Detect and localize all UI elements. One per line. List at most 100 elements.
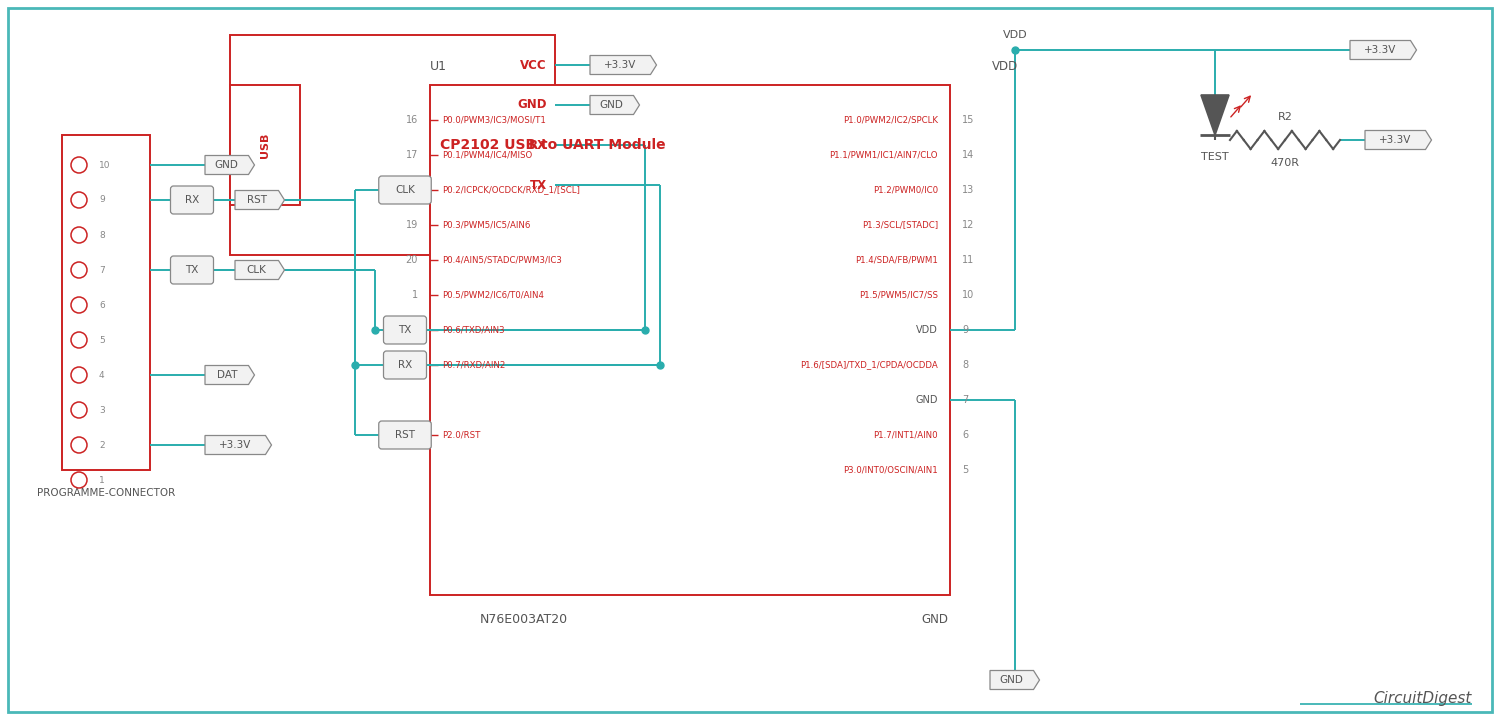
Text: 1: 1: [99, 475, 105, 485]
Text: P0.6/TXD/AIN3: P0.6/TXD/AIN3: [442, 325, 504, 335]
Text: 7: 7: [99, 266, 105, 274]
Text: CircuitDigest: CircuitDigest: [1374, 690, 1472, 706]
Text: 3: 3: [413, 360, 419, 370]
Text: TX: TX: [399, 325, 411, 335]
Text: 10: 10: [99, 161, 111, 169]
Text: 9: 9: [99, 196, 105, 204]
Text: +3.3V: +3.3V: [219, 440, 252, 450]
Text: TEST: TEST: [1202, 152, 1228, 162]
Text: P1.4/SDA/FB/PWM1: P1.4/SDA/FB/PWM1: [855, 256, 938, 264]
Text: 12: 12: [962, 220, 975, 230]
Text: VDD: VDD: [992, 60, 1018, 73]
Text: RST: RST: [394, 430, 416, 440]
Text: P0.1/PWM4/IC4/MISO: P0.1/PWM4/IC4/MISO: [442, 150, 532, 160]
FancyBboxPatch shape: [8, 8, 1492, 712]
Text: 5: 5: [962, 465, 968, 475]
Text: P0.0/PWM3/IC3/MOSI/T1: P0.0/PWM3/IC3/MOSI/T1: [442, 115, 546, 125]
Text: P1.3/SCL/[STADC]: P1.3/SCL/[STADC]: [862, 220, 938, 230]
FancyBboxPatch shape: [230, 85, 300, 205]
FancyBboxPatch shape: [380, 176, 432, 204]
Text: U1: U1: [430, 60, 447, 73]
Polygon shape: [590, 55, 657, 74]
Text: 15: 15: [962, 115, 975, 125]
Text: GND: GND: [600, 100, 624, 110]
Polygon shape: [236, 191, 285, 210]
Text: 7: 7: [962, 395, 968, 405]
FancyBboxPatch shape: [171, 186, 213, 214]
Text: TX: TX: [186, 265, 198, 275]
Text: CLK: CLK: [248, 265, 267, 275]
Text: P0.2/ICPCK/OCDCK/RXD_1/[SCL]: P0.2/ICPCK/OCDCK/RXD_1/[SCL]: [442, 186, 580, 194]
Text: GND: GND: [518, 99, 548, 112]
FancyBboxPatch shape: [171, 256, 213, 284]
Text: 10: 10: [962, 290, 974, 300]
Text: CLK: CLK: [394, 185, 416, 195]
Text: P1.7/INT1/AIN0: P1.7/INT1/AIN0: [873, 431, 938, 439]
Text: +3.3V: +3.3V: [604, 60, 636, 70]
Polygon shape: [1365, 130, 1431, 150]
Text: 9: 9: [962, 325, 968, 335]
Text: GND: GND: [921, 613, 948, 626]
Text: 4: 4: [99, 371, 105, 379]
Text: P2.0/RST: P2.0/RST: [442, 431, 480, 439]
Text: +3.3V: +3.3V: [1378, 135, 1411, 145]
FancyBboxPatch shape: [430, 85, 950, 595]
Text: 8: 8: [99, 230, 105, 240]
Polygon shape: [1202, 95, 1228, 135]
Text: 13: 13: [962, 185, 974, 195]
Text: P0.4/AIN5/STADC/PWM3/IC3: P0.4/AIN5/STADC/PWM3/IC3: [442, 256, 562, 264]
Text: PROGRAMME-CONNECTOR: PROGRAMME-CONNECTOR: [38, 488, 176, 498]
Text: 2: 2: [411, 325, 419, 335]
Text: 2: 2: [99, 441, 105, 449]
Text: RST: RST: [248, 195, 267, 205]
Text: 19: 19: [405, 220, 418, 230]
Text: P1.6/[SDA]/TXD_1/CPDA/OCDDA: P1.6/[SDA]/TXD_1/CPDA/OCDDA: [801, 361, 938, 369]
Text: 14: 14: [962, 150, 974, 160]
Text: 6: 6: [962, 430, 968, 440]
Text: RX: RX: [184, 195, 200, 205]
Text: RX: RX: [398, 360, 412, 370]
Text: P1.1/PWM1/IC1/AIN7/CLO: P1.1/PWM1/IC1/AIN7/CLO: [830, 150, 938, 160]
Polygon shape: [206, 436, 272, 454]
Text: P3.0/INT0/OSCIN/AIN1: P3.0/INT0/OSCIN/AIN1: [843, 466, 938, 474]
FancyBboxPatch shape: [384, 351, 426, 379]
Text: P0.3/PWM5/IC5/AIN6: P0.3/PWM5/IC5/AIN6: [442, 220, 531, 230]
Text: VDD: VDD: [1002, 30, 1028, 40]
Text: 5: 5: [99, 336, 105, 344]
Text: 20: 20: [405, 255, 418, 265]
Text: P1.5/PWM5/IC7/SS: P1.5/PWM5/IC7/SS: [859, 290, 938, 300]
Text: 6: 6: [99, 300, 105, 310]
Text: VDD: VDD: [916, 325, 938, 335]
Text: P0.5/PWM2/IC6/T0/AIN4: P0.5/PWM2/IC6/T0/AIN4: [442, 290, 544, 300]
Text: 11: 11: [962, 255, 974, 265]
Text: 16: 16: [405, 115, 418, 125]
Text: VCC: VCC: [520, 58, 548, 71]
Text: TX: TX: [530, 179, 548, 192]
Text: DAT: DAT: [216, 370, 237, 380]
FancyBboxPatch shape: [230, 35, 555, 255]
Text: CP2102 USB to UART Module: CP2102 USB to UART Module: [440, 138, 666, 152]
FancyBboxPatch shape: [384, 316, 426, 344]
Text: P1.2/PWM0/IC0: P1.2/PWM0/IC0: [873, 186, 938, 194]
Text: P0.7/RXD/AIN2: P0.7/RXD/AIN2: [442, 361, 506, 369]
Text: N76E003AT20: N76E003AT20: [480, 613, 568, 626]
Polygon shape: [236, 261, 285, 279]
Text: R2: R2: [1278, 112, 1293, 122]
Polygon shape: [1350, 40, 1416, 60]
FancyBboxPatch shape: [62, 135, 150, 470]
Text: GND: GND: [1000, 675, 1023, 685]
Text: 18: 18: [405, 185, 418, 195]
Polygon shape: [206, 156, 255, 174]
Text: GND: GND: [214, 160, 238, 170]
FancyBboxPatch shape: [380, 421, 432, 449]
Text: P1.0/PWM2/IC2/SPCLK: P1.0/PWM2/IC2/SPCLK: [843, 115, 938, 125]
Polygon shape: [590, 96, 639, 114]
Text: 17: 17: [405, 150, 418, 160]
Text: RX: RX: [530, 138, 548, 151]
Polygon shape: [990, 670, 1039, 690]
Text: USB: USB: [260, 132, 270, 158]
Text: 3: 3: [99, 405, 105, 415]
Text: 8: 8: [962, 360, 968, 370]
Text: 470R: 470R: [1270, 158, 1299, 168]
Text: +3.3V: +3.3V: [1364, 45, 1396, 55]
